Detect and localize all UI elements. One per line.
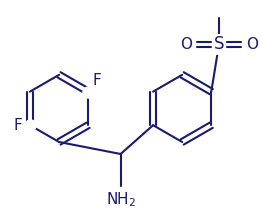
Text: F: F xyxy=(13,118,22,133)
Text: NH$_2$: NH$_2$ xyxy=(106,191,136,209)
Text: O: O xyxy=(246,37,258,52)
Text: O: O xyxy=(180,37,192,52)
Text: S: S xyxy=(214,35,224,53)
Text: F: F xyxy=(92,73,101,88)
